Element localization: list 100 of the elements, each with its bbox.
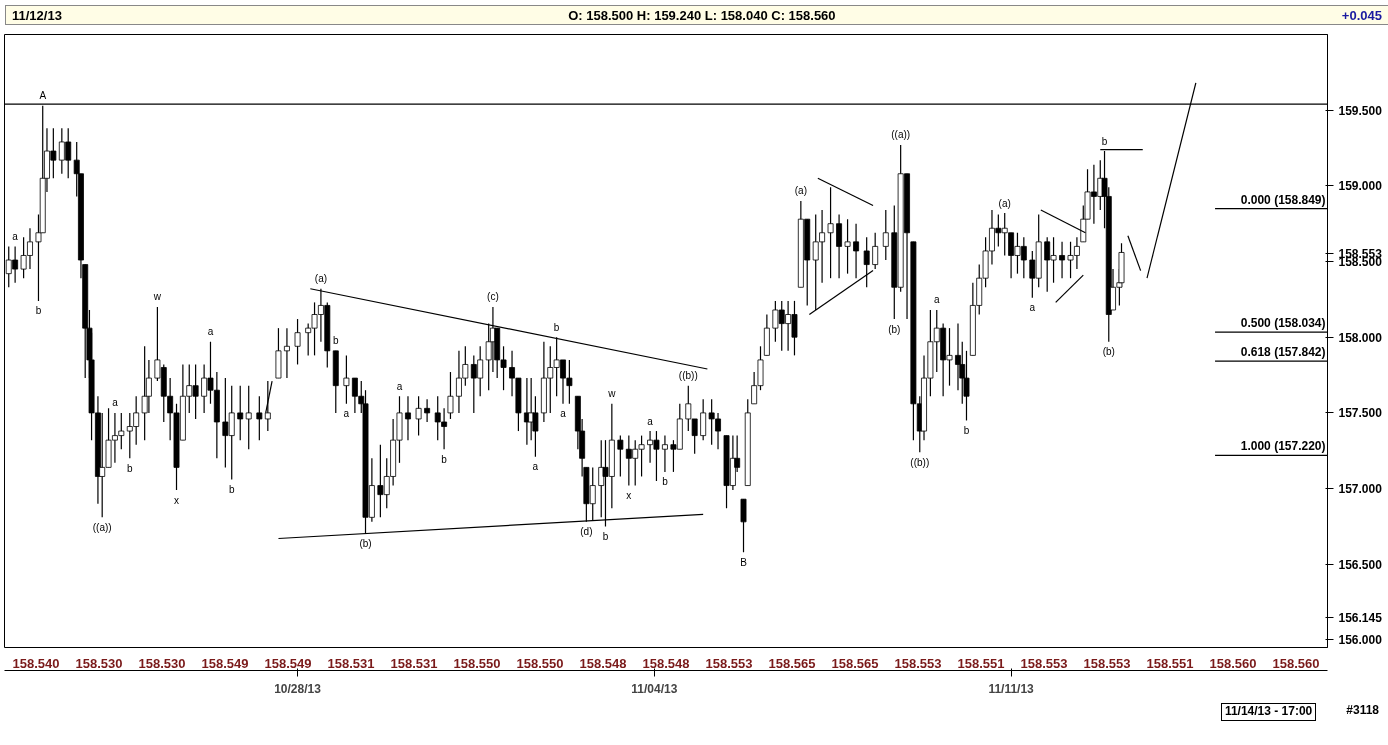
- text: 158.548: [642, 655, 690, 671]
- annotation: a: [933, 294, 940, 306]
- ref-line-label: 0.618 (157.842): [1240, 345, 1326, 360]
- candlestick: [700, 398, 707, 441]
- annotation: b: [1101, 135, 1108, 147]
- annotation: x: [626, 490, 632, 502]
- candlestick: [853, 223, 860, 279]
- annotation: A: [39, 90, 47, 102]
- y-tick-label: 156.500: [1338, 557, 1383, 572]
- text: 158.553: [1020, 655, 1068, 671]
- text: 11/12/13: [12, 7, 62, 23]
- candlestick: [256, 395, 263, 441]
- annotation: (b): [359, 538, 372, 550]
- candlestick: [424, 398, 431, 423]
- candlestick: [283, 327, 290, 379]
- annotation: (a): [314, 273, 328, 285]
- annotation: a: [112, 397, 119, 409]
- x-tick-label: 10/28/13: [274, 681, 322, 696]
- x-tick-label: 11/04/13: [631, 681, 678, 696]
- annotation: (b): [888, 323, 901, 335]
- y-tick-label: 156.145: [1338, 611, 1383, 626]
- annotation: b: [35, 305, 42, 317]
- text: 158.550: [516, 655, 564, 671]
- text: 11/14/13 - 17:00: [1220, 703, 1317, 721]
- text: 158.549: [201, 655, 249, 671]
- annotation: (a): [998, 197, 1011, 209]
- candlestick: [447, 371, 454, 420]
- text: 158.531: [390, 655, 438, 671]
- text: 158.565: [831, 655, 879, 671]
- candlestick: [237, 385, 244, 441]
- candlestick: [415, 395, 422, 437]
- candlestick: [141, 345, 148, 441]
- text: +0.045: [1341, 7, 1382, 23]
- annotation: (a): [794, 185, 807, 197]
- text: 158.531: [327, 655, 375, 671]
- y-tick-label: 158.000: [1338, 330, 1383, 345]
- annotation: a: [207, 326, 214, 338]
- annotation: ((a)): [92, 521, 112, 533]
- candlestick: [872, 232, 879, 270]
- annotation: b: [963, 424, 970, 436]
- candlestick: [844, 218, 851, 275]
- candlestick: [343, 354, 350, 405]
- text: #3118: [1346, 703, 1379, 719]
- candlestick: [836, 214, 843, 279]
- annotation: b: [333, 335, 339, 347]
- y-tick-label: 156.000: [1338, 633, 1383, 648]
- ref-line-label: 0.000 (158.849): [1240, 192, 1326, 207]
- annotation: ((b)): [678, 370, 698, 382]
- annotation: ((a)): [891, 129, 911, 141]
- text: 158.548: [579, 655, 627, 671]
- annotation: b: [602, 530, 609, 542]
- y-tick-label: 159.500: [1338, 103, 1383, 118]
- candlestick: [245, 385, 252, 450]
- annotation: (d): [580, 526, 593, 538]
- text: 158.550: [453, 655, 501, 671]
- candlestick: [294, 318, 301, 366]
- text: 158.551: [1146, 655, 1194, 671]
- candlestick: [617, 435, 624, 478]
- annotation: a: [1029, 302, 1036, 314]
- annotation: b: [662, 476, 669, 488]
- text: 158.551: [957, 655, 1005, 671]
- annotation: a: [647, 415, 654, 427]
- candlestick: [264, 380, 271, 432]
- text: 158.565: [768, 655, 816, 671]
- annotation: a: [560, 408, 567, 420]
- candlestick: [827, 186, 834, 279]
- annotation: b: [441, 453, 448, 465]
- annotation: a: [343, 408, 350, 420]
- x-tick-label: 11/11/13: [988, 681, 1035, 696]
- annotation: B: [740, 556, 748, 568]
- ref-line-label: 0.500 (158.034): [1240, 316, 1326, 331]
- text: 158.530: [138, 655, 186, 671]
- annotation: x: [174, 494, 180, 506]
- ref-line-label: 1.000 (157.220): [1240, 439, 1326, 454]
- annotation: w: [152, 291, 162, 303]
- annotation: a: [396, 380, 403, 392]
- annotation: w: [607, 388, 617, 400]
- candlestick: [661, 435, 668, 473]
- text: 158.549: [264, 655, 312, 671]
- y-tick-label: 159.000: [1338, 179, 1383, 194]
- text: 158.553: [894, 655, 942, 671]
- candlestick: [405, 395, 411, 441]
- annotation: b: [228, 483, 235, 495]
- y-tick-label: 157.500: [1338, 406, 1383, 421]
- candlestick: [882, 209, 889, 261]
- annotation: (c): [487, 291, 499, 303]
- annotation: a: [532, 461, 539, 473]
- annotation: (b): [1102, 346, 1115, 358]
- annotation: b: [127, 462, 134, 474]
- text: O: 158.500 H: 159.240 L: 158.040 C: 158.560: [568, 7, 836, 23]
- text: 158.553: [705, 655, 753, 671]
- annotation: b: [553, 321, 560, 333]
- text: 158.530: [75, 655, 123, 671]
- text: 158.560: [1272, 655, 1320, 671]
- text: 158.540: [12, 655, 60, 671]
- candlestick: [1059, 241, 1065, 279]
- candlestick: [740, 498, 747, 553]
- text: 158.553: [1083, 655, 1131, 671]
- text: 158.560: [1209, 655, 1257, 671]
- annotation: a: [12, 230, 19, 242]
